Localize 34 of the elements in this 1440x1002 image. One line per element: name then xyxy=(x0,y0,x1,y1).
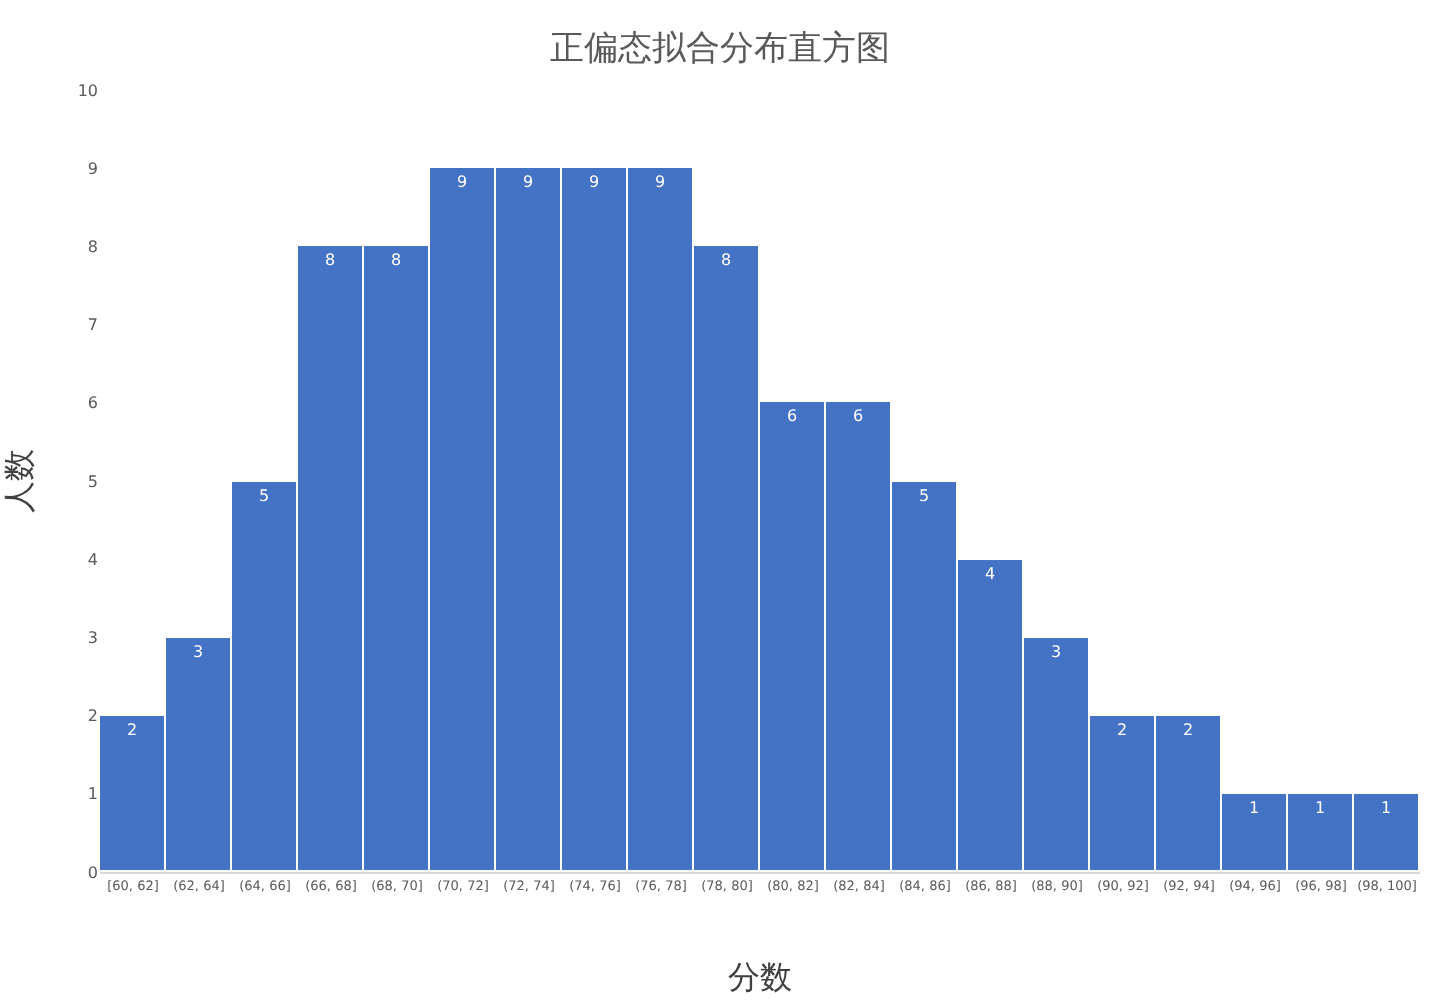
y-tick-label: 4 xyxy=(87,550,98,569)
data-label: 5 xyxy=(918,487,930,505)
data-label: 3 xyxy=(1050,643,1062,661)
data-label: 2 xyxy=(1182,721,1194,739)
data-label: 1 xyxy=(1314,799,1326,817)
data-label: 2 xyxy=(1116,721,1128,739)
data-label: 2 xyxy=(126,721,138,739)
data-label: 8 xyxy=(720,251,732,269)
y-tick-label: 9 xyxy=(87,159,98,178)
data-label: 9 xyxy=(588,173,600,191)
data-label: 6 xyxy=(852,407,864,425)
data-label: 9 xyxy=(456,173,468,191)
y-tick-label: 5 xyxy=(87,472,98,491)
data-label: 4 xyxy=(984,565,996,583)
y-tick-label: 7 xyxy=(87,316,98,335)
data-label: 1 xyxy=(1380,799,1392,817)
data-label: 9 xyxy=(522,173,534,191)
data-label: 3 xyxy=(192,643,204,661)
y-tick-label: 8 xyxy=(87,238,98,256)
data-label: 5 xyxy=(258,487,270,505)
y-tick-label: 10 xyxy=(77,81,98,100)
x-axis-title: 分数 xyxy=(728,958,792,996)
y-tick-label: 1 xyxy=(87,785,98,804)
y-tick-label: 3 xyxy=(87,629,98,647)
data-label: 8 xyxy=(390,251,402,269)
y-axis-title: 人数 xyxy=(0,449,38,513)
y-tick-label: 6 xyxy=(87,394,98,413)
data-label: 8 xyxy=(324,251,336,269)
data-label: 6 xyxy=(786,407,798,425)
data-label: 9 xyxy=(654,173,666,191)
chart-title: 正偏态拟合分布直方图 xyxy=(550,28,890,69)
data-label: 1 xyxy=(1248,799,1260,817)
y-tick-label: 2 xyxy=(87,707,98,726)
y-tick-label: 0 xyxy=(87,863,98,882)
